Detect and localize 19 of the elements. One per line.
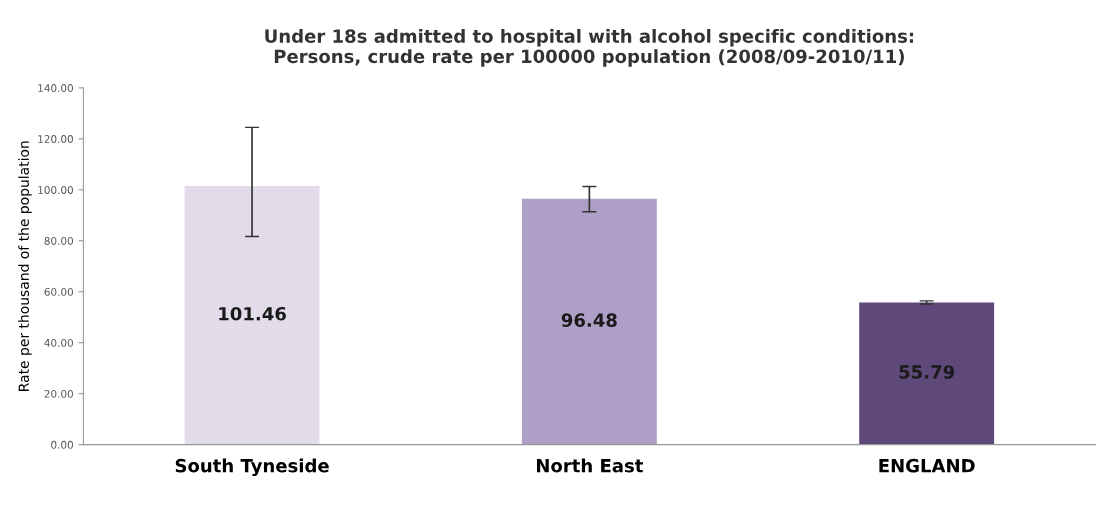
y-tick-label: 40.00 bbox=[44, 338, 73, 347]
y-tick-label: 140.00 bbox=[38, 84, 73, 92]
data-label: 55.79 bbox=[899, 365, 955, 379]
data-label: 101.46 bbox=[219, 306, 286, 321]
bar bbox=[859, 302, 995, 445]
y-tick-label: 100.00 bbox=[38, 186, 73, 194]
bar bbox=[521, 198, 657, 445]
x-tick-label: North East bbox=[536, 458, 643, 473]
bar bbox=[184, 186, 320, 445]
y-tick-label: 60.00 bbox=[44, 287, 73, 296]
y-tick-label: 120.00 bbox=[38, 135, 73, 143]
x-tick-label: ENGLAND bbox=[879, 458, 975, 473]
y-axis-title: Rate per thousand of the population bbox=[18, 141, 32, 391]
y-tick-label: 0.00 bbox=[51, 440, 73, 449]
x-tick-label: South Tyneside bbox=[175, 458, 329, 477]
y-tick-label: 80.00 bbox=[44, 237, 73, 245]
data-label: 96.48 bbox=[561, 313, 617, 327]
chart-title: Under 18s admitted to hospital with alcohol specific conditions: Persons, crude rate per 100000 population (2008/09-2010/11) bbox=[265, 28, 914, 67]
y-tick-label: 20.00 bbox=[44, 389, 73, 398]
